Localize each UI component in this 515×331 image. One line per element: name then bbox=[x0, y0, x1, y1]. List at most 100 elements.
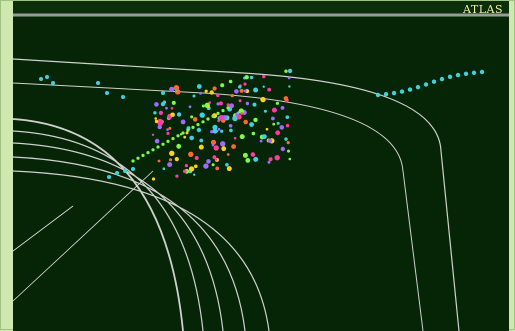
hit-dot bbox=[285, 115, 290, 119]
hit-dot bbox=[165, 106, 168, 110]
hit-dot bbox=[211, 163, 215, 167]
hit-dot bbox=[192, 94, 196, 98]
hit-dot bbox=[221, 146, 227, 152]
hit-dot bbox=[169, 86, 175, 92]
hit-dot bbox=[214, 158, 218, 161]
hit-dot bbox=[275, 130, 281, 136]
hit-dot bbox=[158, 110, 163, 115]
outer-detector-outline bbox=[13, 58, 460, 331]
hit-dot bbox=[245, 101, 250, 106]
hit-dot bbox=[286, 141, 290, 145]
hit-dot bbox=[262, 134, 267, 140]
hit-dot bbox=[220, 141, 226, 147]
hit-dot bbox=[288, 85, 291, 88]
hit-dot bbox=[243, 154, 247, 158]
hit-dot bbox=[228, 79, 233, 84]
hit-dot bbox=[141, 153, 145, 157]
hit-dot bbox=[191, 125, 195, 129]
hit-dot bbox=[212, 128, 218, 134]
hit-dot bbox=[225, 163, 229, 167]
hit-dot bbox=[131, 167, 135, 171]
hit-dot bbox=[175, 174, 179, 178]
hit-dot bbox=[253, 156, 259, 162]
hit-dot bbox=[212, 124, 218, 130]
hit-dot bbox=[204, 89, 208, 93]
hit-dot bbox=[170, 112, 175, 118]
hit-dot bbox=[168, 126, 172, 130]
hit-dot bbox=[206, 117, 210, 121]
hit-dot bbox=[169, 150, 175, 156]
hit-dot bbox=[243, 119, 248, 125]
tracker-layer-arc bbox=[13, 130, 204, 331]
hit-dot bbox=[215, 166, 220, 171]
hit-dot bbox=[232, 115, 238, 122]
hit-dot bbox=[196, 127, 202, 133]
hit-dot bbox=[123, 169, 127, 173]
hit-dot bbox=[39, 77, 43, 81]
hit-dot bbox=[115, 171, 119, 175]
hit-dot bbox=[275, 101, 279, 105]
hit-dot bbox=[229, 128, 233, 133]
hit-dot bbox=[154, 119, 159, 124]
hit-dot bbox=[375, 92, 381, 98]
hit-dot bbox=[471, 70, 477, 76]
hit-dot bbox=[267, 87, 272, 92]
hit-dot bbox=[216, 111, 220, 115]
hit-dot bbox=[226, 166, 232, 172]
hit-dot bbox=[154, 138, 160, 144]
hit-dot bbox=[192, 117, 198, 122]
hit-dot bbox=[279, 125, 285, 130]
hit-dot bbox=[238, 85, 242, 89]
hit-dot bbox=[188, 151, 194, 157]
hit-dot bbox=[199, 112, 205, 118]
hit-dot bbox=[176, 112, 182, 117]
hit-dot bbox=[251, 131, 256, 136]
hit-dot bbox=[250, 152, 256, 157]
hit-dot bbox=[231, 144, 237, 150]
hit-dot bbox=[183, 135, 187, 139]
hit-dot bbox=[383, 92, 389, 97]
hit-dot bbox=[238, 99, 242, 103]
tracker-layer-arc bbox=[13, 170, 270, 331]
hit-dot bbox=[201, 104, 205, 108]
hit-dot bbox=[263, 109, 267, 113]
hit-dot bbox=[180, 119, 186, 125]
hit-dot bbox=[260, 96, 266, 103]
hit-dot bbox=[234, 89, 239, 94]
hit-dot bbox=[479, 69, 485, 75]
hit-dot bbox=[189, 135, 194, 141]
hit-dot bbox=[271, 116, 275, 121]
hit-dot bbox=[207, 105, 210, 109]
hit-dot bbox=[218, 101, 223, 106]
hit-dot bbox=[407, 87, 413, 92]
hit-dot bbox=[154, 102, 159, 107]
hit-dot bbox=[267, 138, 273, 143]
detector-scene bbox=[13, 1, 509, 331]
hit-dot bbox=[283, 96, 289, 101]
event-display: ATLAS bbox=[13, 1, 509, 331]
hit-dot bbox=[236, 114, 242, 120]
hit-dot bbox=[455, 72, 461, 78]
hit-dot bbox=[276, 121, 280, 125]
hit-dot bbox=[267, 160, 271, 164]
hit-dot bbox=[285, 123, 290, 128]
hit-dot bbox=[174, 157, 179, 162]
hit-dot bbox=[230, 93, 234, 98]
hit-dot bbox=[399, 89, 405, 94]
hit-dot bbox=[439, 76, 445, 82]
hit-dot bbox=[210, 139, 217, 145]
hit-dot bbox=[217, 127, 221, 131]
hit-dot bbox=[157, 124, 162, 130]
hit-dot bbox=[209, 90, 214, 95]
hit-dot bbox=[253, 87, 259, 93]
hit-dot bbox=[226, 103, 230, 107]
hit-dot bbox=[198, 144, 204, 150]
hit-dot bbox=[194, 164, 198, 169]
hit-cluster bbox=[39, 68, 485, 181]
hit-dot bbox=[107, 175, 111, 179]
hit-dot bbox=[161, 142, 165, 146]
hit-dot bbox=[161, 91, 165, 95]
hit-dot bbox=[206, 159, 211, 164]
hit-dot bbox=[162, 167, 166, 170]
